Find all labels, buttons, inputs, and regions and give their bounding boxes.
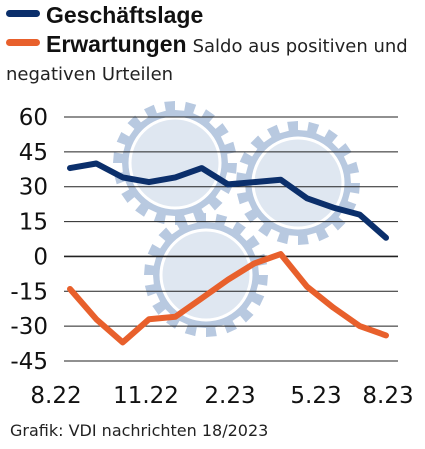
gear-icon-bottom-inner xyxy=(161,230,251,320)
x-tick-label: 5.23 xyxy=(290,383,341,409)
legend-label-erwartungen: Erwartungen xyxy=(46,31,187,57)
y-tick-label: 30 xyxy=(19,175,48,201)
y-tick-label: 15 xyxy=(19,210,48,236)
x-tick-label: 11.22 xyxy=(113,383,179,409)
legend-note-line1: Saldo aus positiven und xyxy=(192,36,408,57)
gear-icon-left-inner xyxy=(130,118,220,208)
y-tick-label: 60 xyxy=(19,105,48,131)
legend-swatch-erwartungen xyxy=(6,39,40,46)
gear-icon-bottom-ring xyxy=(159,228,253,322)
y-tick-label: -30 xyxy=(10,314,48,340)
legend-label-geschaeftslage: Geschäftslage xyxy=(46,2,204,28)
legend-swatch-geschaeftslage xyxy=(6,10,40,17)
legend-row-geschaeftslage: Geschäftslage xyxy=(6,2,421,29)
y-tick-label: -45 xyxy=(10,349,48,375)
legend-note-line2: negativen Urteilen xyxy=(6,64,174,85)
y-tick-label: -15 xyxy=(10,279,48,305)
legend: Geschäftslage Erwartungen Saldo aus posi… xyxy=(6,2,421,58)
source-credit: Grafik: VDI nachrichten 18/2023 xyxy=(10,421,269,440)
y-tick-label: 0 xyxy=(33,244,48,270)
gear-icon-left-ring xyxy=(128,116,222,210)
x-tick-label: 8.22 xyxy=(30,383,81,409)
legend-row-erwartungen: Erwartungen Saldo aus positiven und xyxy=(6,31,421,58)
x-tick-label: 8.23 xyxy=(362,383,413,409)
y-tick-label: 45 xyxy=(19,140,48,166)
x-tick-label: 2.23 xyxy=(204,383,255,409)
